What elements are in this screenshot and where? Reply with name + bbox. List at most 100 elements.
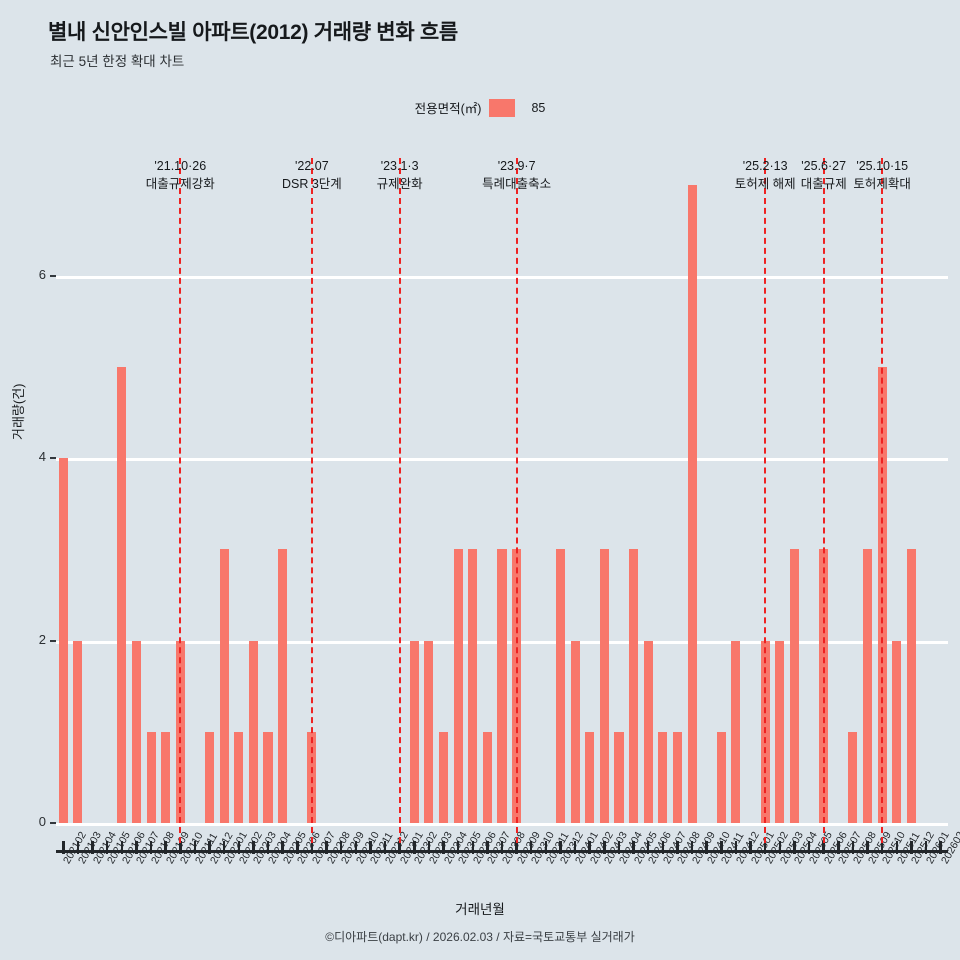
bar-202201[interactable] bbox=[219, 549, 229, 823]
bar-202403[interactable] bbox=[599, 549, 609, 823]
x-tick-202201 bbox=[222, 841, 226, 854]
bar-202204[interactable] bbox=[263, 731, 273, 823]
annotation-line-202502 bbox=[764, 158, 767, 843]
x-tick-202401 bbox=[573, 841, 577, 854]
annotation-text-202510: 토허제확대 bbox=[853, 177, 911, 192]
bar-202306[interactable] bbox=[468, 549, 478, 823]
bar-202408[interactable] bbox=[672, 731, 682, 823]
bar-202109[interactable] bbox=[161, 731, 171, 823]
bar-202409[interactable] bbox=[687, 184, 697, 823]
y-tick-mark-6 bbox=[50, 274, 56, 277]
bar-202107[interactable] bbox=[131, 640, 141, 823]
x-tick-202112 bbox=[208, 841, 211, 854]
annotation-text-202502: 토허제 해제 bbox=[734, 177, 796, 192]
bar-202106[interactable] bbox=[117, 367, 127, 823]
baseline bbox=[56, 823, 948, 826]
x-tick-202412 bbox=[734, 841, 738, 854]
bar-202512[interactable] bbox=[906, 549, 916, 823]
x-tick-202602 bbox=[939, 841, 942, 854]
x-tick-202309 bbox=[515, 841, 518, 854]
y-tick-mark-4 bbox=[50, 457, 56, 460]
legend: 전용면적(㎡) 85 bbox=[0, 98, 960, 117]
annotation-date-202110: '21.10·26 bbox=[154, 159, 207, 173]
x-tick-202406 bbox=[646, 841, 650, 854]
bar-202308[interactable] bbox=[497, 549, 507, 823]
legend-label-85: 85 bbox=[531, 100, 546, 115]
x-tick-202508 bbox=[851, 841, 855, 854]
bar-202305[interactable] bbox=[453, 549, 463, 823]
plot-area bbox=[56, 130, 948, 826]
bar-202508[interactable] bbox=[848, 731, 858, 823]
y-tick-label-4: 4 bbox=[38, 449, 46, 465]
bar-202203[interactable] bbox=[248, 640, 258, 823]
x-axis-title: 거래년월 bbox=[455, 902, 505, 917]
bar-202503[interactable] bbox=[775, 640, 785, 823]
bar-202407[interactable] bbox=[658, 731, 668, 823]
x-tick-202304 bbox=[442, 841, 445, 854]
x-tick-202209 bbox=[339, 841, 343, 854]
x-tick-202408 bbox=[676, 841, 679, 854]
x-tick-202211 bbox=[369, 841, 372, 854]
bar-202509[interactable] bbox=[863, 549, 873, 823]
x-tick-202306 bbox=[471, 841, 474, 854]
annotation-text-202301: 규제완화 bbox=[376, 177, 423, 192]
y-tick-label-2: 2 bbox=[38, 631, 46, 647]
footer-credit: ©디아파트(dapt.kr) / 2026.02.03 / 자료=국토교통부 실… bbox=[325, 930, 635, 944]
bar-202402[interactable] bbox=[585, 731, 595, 823]
bar-202504[interactable] bbox=[789, 549, 799, 823]
annotation-202502: '25.2·13 토허제 해제 bbox=[675, 157, 855, 193]
y-tick-label-0: 0 bbox=[38, 814, 46, 829]
x-tick-202307 bbox=[486, 841, 489, 854]
bar-202404[interactable] bbox=[614, 731, 624, 823]
legend-title: 전용면적(㎡) bbox=[414, 102, 482, 116]
x-tick-202208 bbox=[325, 841, 328, 854]
x-tick-202312 bbox=[559, 841, 562, 854]
annotation-202510: '25.10·15 토허제확대 bbox=[792, 157, 960, 193]
bar-202307[interactable] bbox=[482, 731, 492, 823]
bar-202112[interactable] bbox=[205, 731, 215, 823]
x-tick-202407 bbox=[661, 841, 665, 854]
x-tick-202404 bbox=[617, 841, 621, 854]
bar-202401[interactable] bbox=[570, 640, 580, 823]
x-tick-202202 bbox=[237, 841, 241, 854]
annotation-line-202510 bbox=[881, 158, 884, 843]
gridline-6 bbox=[56, 275, 948, 279]
annotation-text-202506: 대출규제 bbox=[800, 177, 847, 192]
bar-202303[interactable] bbox=[424, 640, 434, 823]
x-tick-202310 bbox=[529, 841, 533, 854]
x-tick-202104 bbox=[91, 841, 94, 854]
y-tick-mark-2 bbox=[50, 639, 56, 642]
bar-202511[interactable] bbox=[892, 640, 902, 823]
y-tick-mark-0 bbox=[50, 822, 56, 824]
bar-202103[interactable] bbox=[73, 640, 83, 823]
x-tick-202206 bbox=[296, 841, 299, 854]
x-tick-202502 bbox=[763, 841, 767, 854]
bar-202202[interactable] bbox=[234, 731, 244, 823]
x-tick-202105 bbox=[105, 841, 109, 854]
bar-202406[interactable] bbox=[643, 640, 653, 823]
x-tick-202301 bbox=[398, 841, 401, 854]
bar-202312[interactable] bbox=[555, 549, 566, 823]
x-tick-202311 bbox=[544, 841, 548, 854]
bar-202412[interactable] bbox=[731, 640, 741, 823]
bar-202102[interactable] bbox=[58, 458, 68, 823]
bar-202411[interactable] bbox=[716, 731, 726, 823]
annotation-text-202207: DSR 3단계 bbox=[281, 177, 342, 192]
legend-swatch-85[interactable] bbox=[489, 98, 516, 117]
bar-202205[interactable] bbox=[278, 549, 288, 823]
annotation-line-202110 bbox=[179, 158, 182, 843]
annotation-text-202110: 대출규제강화 bbox=[145, 177, 215, 192]
bar-202108[interactable] bbox=[146, 731, 156, 823]
bar-202405[interactable] bbox=[629, 549, 639, 823]
x-tick-202305 bbox=[456, 841, 460, 854]
x-tick-202510 bbox=[880, 841, 884, 854]
gridline-4 bbox=[56, 458, 948, 462]
x-tick-202506 bbox=[822, 841, 825, 854]
bar-202302[interactable] bbox=[409, 640, 419, 823]
x-tick-202507 bbox=[837, 841, 840, 854]
x-tick-202207 bbox=[310, 841, 314, 854]
annotation-202207: '22.07 DSR 3단계 bbox=[222, 157, 402, 193]
x-tick-202102 bbox=[62, 841, 65, 854]
bar-202304[interactable] bbox=[438, 731, 449, 823]
x-tick-202403 bbox=[603, 841, 606, 854]
